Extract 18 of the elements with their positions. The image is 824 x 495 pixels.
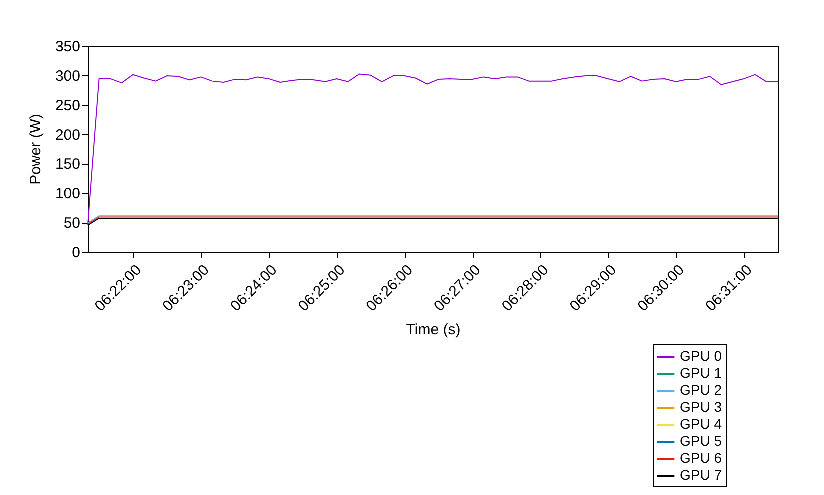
y-axis-title: Power (W) xyxy=(27,114,44,185)
legend-label: GPU 4 xyxy=(680,416,722,432)
y-tick-label: 250 xyxy=(55,97,80,114)
legend-label: GPU 7 xyxy=(680,467,722,483)
y-tick-label: 150 xyxy=(55,156,80,174)
y-tick-label: 100 xyxy=(55,186,80,203)
y-tick-label: 200 xyxy=(55,126,80,144)
legend-label: GPU 5 xyxy=(680,433,722,449)
legend-label: GPU 6 xyxy=(680,450,722,466)
legend-label: GPU 2 xyxy=(680,382,722,398)
y-tick-label: 50 xyxy=(64,215,80,232)
legend-label: GPU 3 xyxy=(680,399,722,415)
y-tick-label: 300 xyxy=(55,68,80,85)
y-tick-label: 350 xyxy=(55,38,80,56)
legend-label: GPU 1 xyxy=(680,365,722,381)
y-tick-label: 0 xyxy=(72,244,80,262)
legend-label: GPU 0 xyxy=(680,348,722,364)
x-axis-title: Time (s) xyxy=(406,321,461,338)
